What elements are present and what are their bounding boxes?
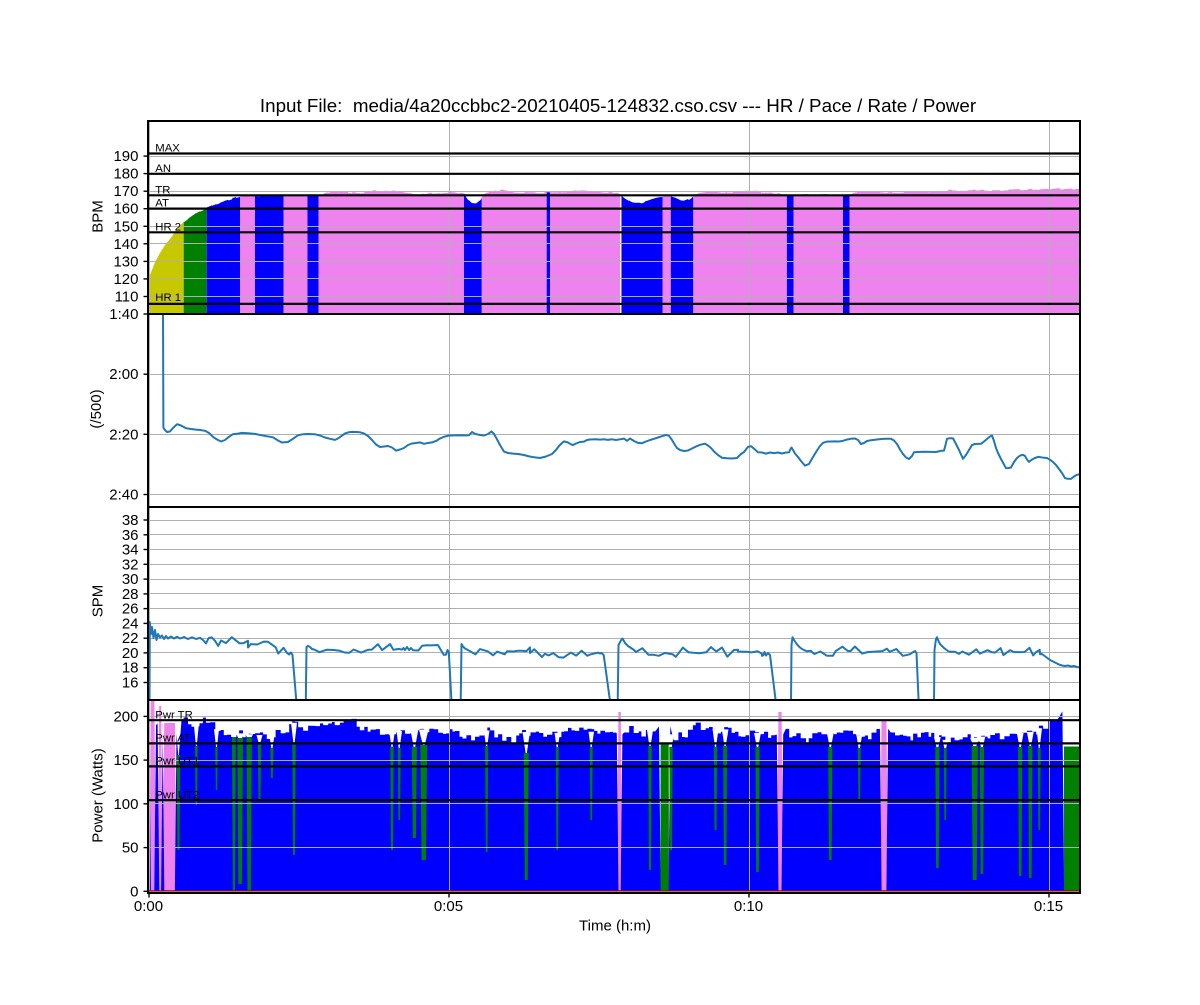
svg-text:HR 1: HR 1 xyxy=(155,292,181,304)
svg-text:18: 18 xyxy=(122,660,139,677)
svg-text:170: 170 xyxy=(113,183,138,200)
svg-text:Power (Watts): Power (Watts) xyxy=(90,748,107,842)
svg-text:0:00: 0:00 xyxy=(134,898,163,915)
svg-text:22: 22 xyxy=(122,630,139,647)
svg-text:110: 110 xyxy=(115,289,139,306)
svg-text:AN: AN xyxy=(155,163,171,175)
svg-text:2:40: 2:40 xyxy=(109,487,138,504)
svg-text:0: 0 xyxy=(130,883,138,900)
svg-text:0:10: 0:10 xyxy=(734,898,763,915)
svg-text:160: 160 xyxy=(113,201,138,218)
svg-text:26: 26 xyxy=(122,601,139,618)
svg-text:BPM: BPM xyxy=(90,200,107,233)
svg-text:Time (h:m): Time (h:m) xyxy=(579,918,651,935)
svg-text:16: 16 xyxy=(122,675,139,692)
svg-text:130: 130 xyxy=(113,253,138,270)
svg-text:0:15: 0:15 xyxy=(1034,898,1063,915)
svg-text:34: 34 xyxy=(122,542,139,559)
svg-text:50: 50 xyxy=(122,840,139,857)
svg-text:MAX: MAX xyxy=(155,143,180,155)
svg-text:TR: TR xyxy=(155,184,170,196)
svg-text:28: 28 xyxy=(122,586,139,603)
svg-text:Pwr AT: Pwr AT xyxy=(155,733,191,745)
svg-text:2:20: 2:20 xyxy=(109,426,138,443)
svg-text:1:40: 1:40 xyxy=(109,306,138,323)
svg-text:20: 20 xyxy=(122,645,139,662)
svg-text:32: 32 xyxy=(122,556,139,573)
svg-text:2:00: 2:00 xyxy=(109,366,138,383)
svg-text:Pwr UT1: Pwr UT1 xyxy=(155,756,199,768)
svg-text:190: 190 xyxy=(113,148,138,165)
svg-text:38: 38 xyxy=(122,512,139,529)
svg-text:AT: AT xyxy=(155,198,169,210)
svg-text:SPM: SPM xyxy=(90,585,107,618)
svg-text:180: 180 xyxy=(113,166,138,183)
svg-text:150: 150 xyxy=(113,218,138,235)
svg-text:30: 30 xyxy=(122,571,139,588)
svg-text:200: 200 xyxy=(113,708,138,725)
svg-text:Pwr UT2: Pwr UT2 xyxy=(155,789,199,801)
svg-text:140: 140 xyxy=(113,236,138,253)
svg-text:Input File: media/4a20ccbbc2-: Input File: media/4a20ccbbc2-20210405-12… xyxy=(260,95,976,116)
svg-text:150: 150 xyxy=(113,752,138,769)
svg-text:36: 36 xyxy=(122,527,139,544)
svg-text:HR 2: HR 2 xyxy=(155,221,181,233)
svg-text:(/500): (/500) xyxy=(88,389,105,428)
svg-text:24: 24 xyxy=(122,615,139,632)
svg-text:100: 100 xyxy=(113,796,138,813)
svg-text:120: 120 xyxy=(113,271,138,288)
svg-text:0:05: 0:05 xyxy=(434,898,463,915)
svg-text:Pwr TR: Pwr TR xyxy=(155,709,192,721)
